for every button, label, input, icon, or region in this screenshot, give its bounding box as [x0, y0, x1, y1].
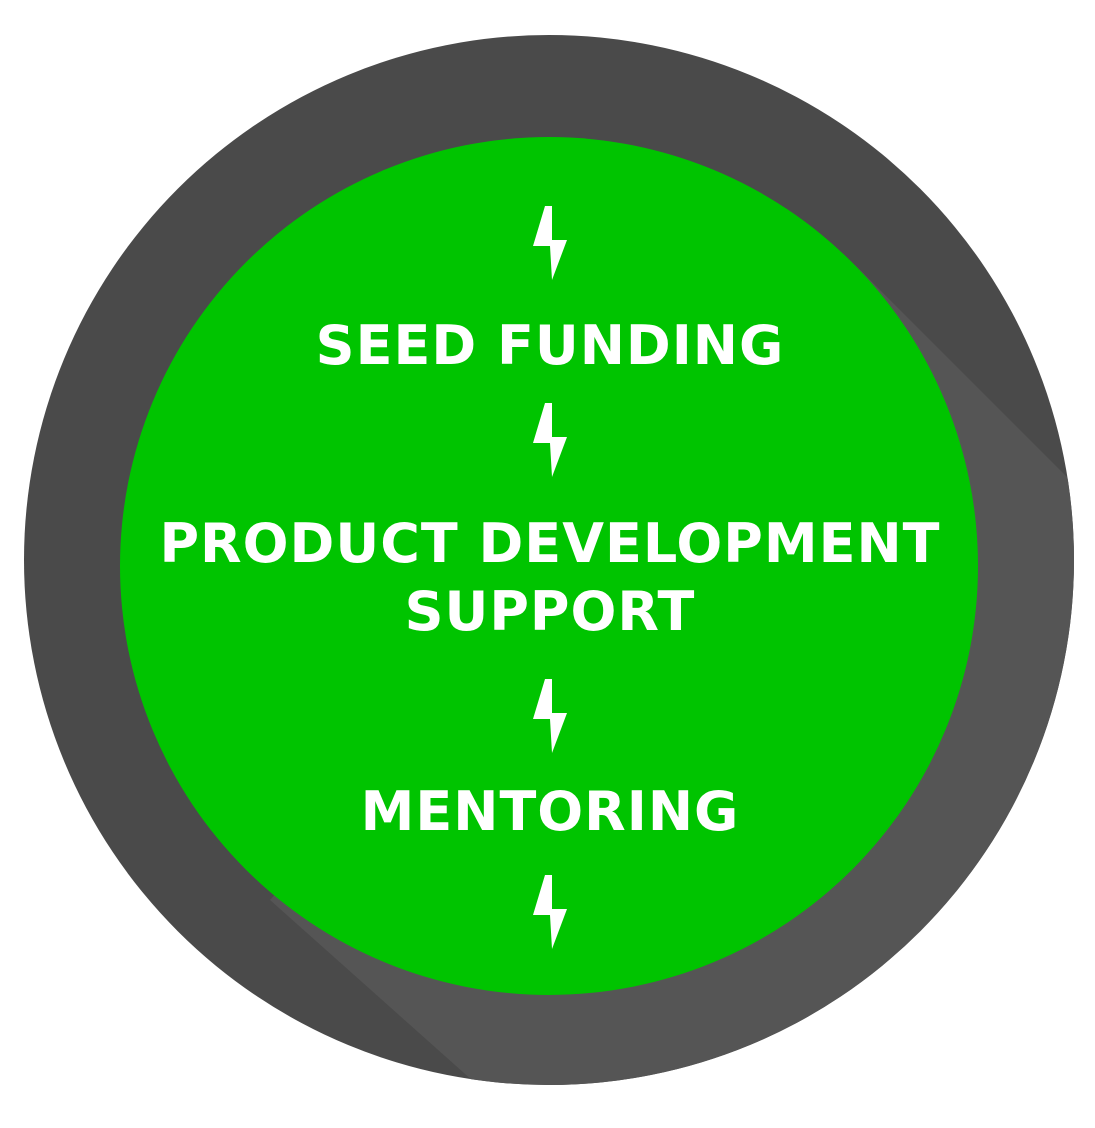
item-mentoring: MENTORING: [100, 778, 1000, 846]
item-label: SUPPORT: [404, 580, 696, 643]
lightning-bolt-icon: [533, 403, 567, 477]
lightning-bolt-icon: [533, 206, 567, 280]
lightning-bolt-icon: [533, 679, 567, 753]
lightning-bolt-icon: [533, 875, 567, 949]
item-label: MENTORING: [360, 780, 740, 843]
item-label: PRODUCT DEVELOPMENT: [159, 512, 941, 575]
item-product-development-support: PRODUCT DEVELOPMENT SUPPORT: [100, 510, 1000, 646]
item-label: SEED FUNDING: [315, 314, 785, 377]
item-seed-funding: SEED FUNDING: [100, 312, 1000, 380]
inner-circle: [120, 137, 978, 995]
